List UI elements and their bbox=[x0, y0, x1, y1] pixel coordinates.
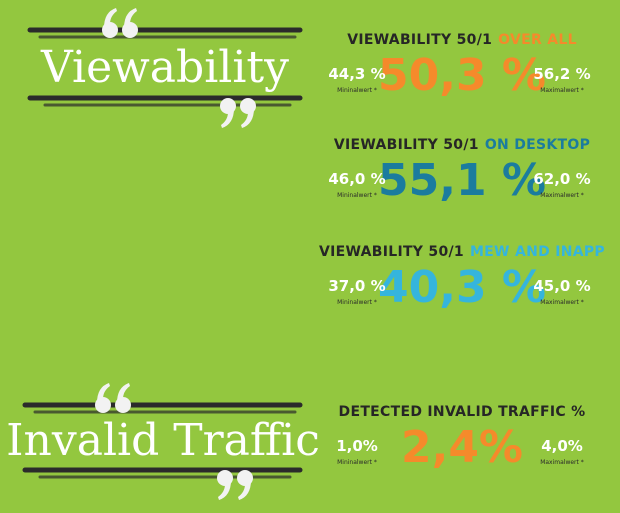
label-highlight: ON DESKTOP bbox=[485, 137, 590, 153]
min-value: 44,3 % bbox=[328, 65, 385, 83]
stat-block: VIEWABILITY 50/1 OVER ALL 50,3 %44,3 % Mini… bbox=[328, 32, 590, 101]
stat-label: DETECTED INVALID TRAFFIC % bbox=[339, 404, 586, 420]
min-caption: Mininalwert * bbox=[337, 87, 377, 94]
label-text: VIEWABILITY 50/1 bbox=[347, 32, 492, 48]
min-value: 1,0% bbox=[336, 437, 378, 455]
max-caption: Maximalwert * bbox=[540, 87, 584, 94]
max-value: 45,0 % bbox=[533, 277, 590, 295]
section-title: Viewability bbox=[40, 42, 289, 93]
stat-value: 40,3 % bbox=[378, 262, 546, 313]
stat-label: VIEWABILITY 50/1 MEW AND INAPP bbox=[319, 244, 605, 260]
stat-value: 50,3 % bbox=[378, 50, 546, 101]
max-value: 56,2 % bbox=[533, 65, 590, 83]
section-title: Invalid Traffic bbox=[6, 415, 320, 466]
stat-block: VIEWABILITY 50/1 ON DESKTOP 55,1 %46,0 % Mi… bbox=[328, 137, 590, 206]
min-value: 37,0 % bbox=[328, 277, 385, 295]
stat-value: 2,4% bbox=[401, 422, 523, 473]
max-caption: Maximalwert * bbox=[540, 459, 584, 466]
stat-block: VIEWABILITY 50/1 MEW AND INAPP 40,3 %37,0 … bbox=[319, 244, 605, 313]
label-text: DETECTED INVALID TRAFFIC % bbox=[339, 404, 586, 420]
label-text: VIEWABILITY 50/1 bbox=[334, 137, 479, 153]
max-value: 4,0% bbox=[541, 437, 583, 455]
decoration bbox=[22, 8, 303, 500]
max-value: 62,0 % bbox=[533, 170, 590, 188]
max-caption: Maximalwert * bbox=[540, 299, 584, 306]
label-highlight: MEW AND INAPP bbox=[470, 244, 605, 260]
stat-label: VIEWABILITY 50/1 ON DESKTOP bbox=[334, 137, 590, 153]
min-value: 46,0 % bbox=[328, 170, 385, 188]
label-text: VIEWABILITY 50/1 bbox=[319, 244, 464, 260]
min-caption: Mininalwert * bbox=[337, 299, 377, 306]
stat-value: 55,1 % bbox=[378, 155, 546, 206]
max-caption: Maximalwert * bbox=[540, 192, 584, 199]
min-caption: Mininalwert * bbox=[337, 459, 377, 466]
label-highlight: OVER ALL bbox=[498, 32, 577, 48]
stat-block: DETECTED INVALID TRAFFIC % 2,4% 1,0% Minina… bbox=[336, 404, 585, 473]
min-caption: Mininalwert * bbox=[337, 192, 377, 199]
stat-label: VIEWABILITY 50/1 OVER ALL bbox=[347, 32, 577, 48]
